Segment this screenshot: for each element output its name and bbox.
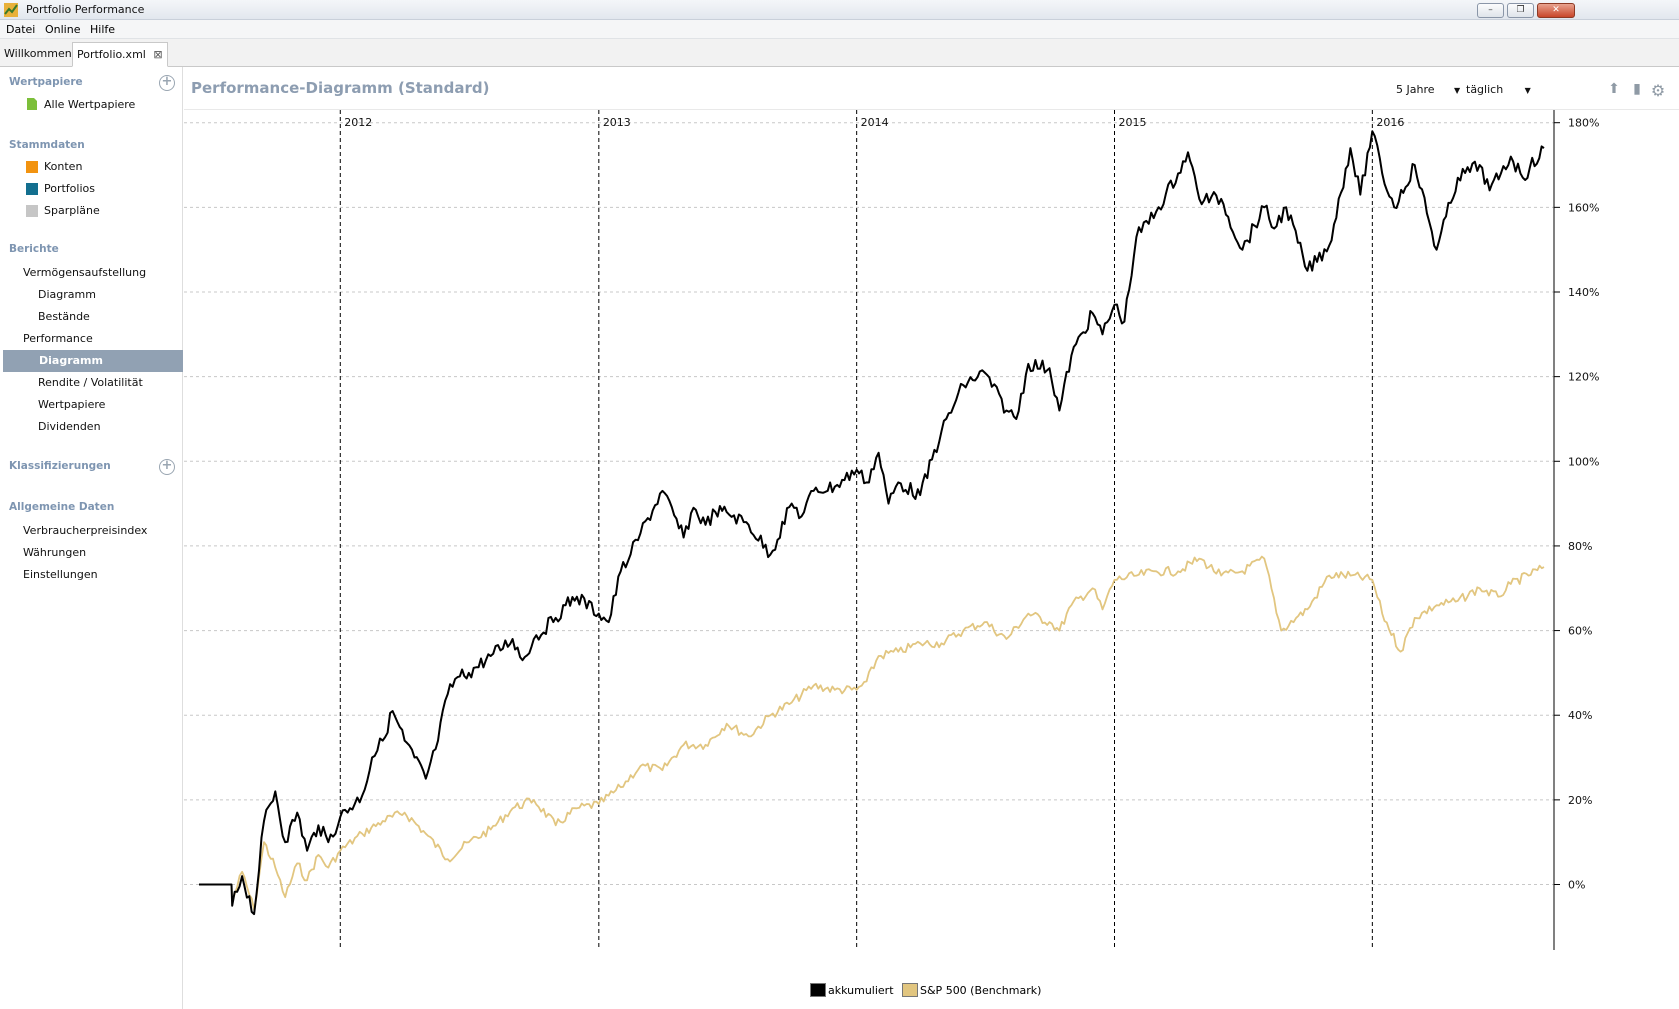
y-tick-label: 100% [1568, 455, 1599, 468]
sidebar-item-wertpapiere[interactable]: Wertpapiere [38, 398, 106, 411]
add-classification-icon[interactable]: + [159, 459, 175, 475]
app-logo-icon [4, 3, 18, 17]
add-security-icon[interactable]: + [159, 75, 175, 91]
editor-tab-bar: Willkommen Portfolio.xml ⊠ [0, 39, 1679, 67]
y-tick-label: 80% [1568, 540, 1592, 553]
window-title: Portfolio Performance [26, 3, 145, 16]
section-allgemeine-daten: Allgemeine Daten [9, 501, 115, 513]
legend-swatch-benchmark [902, 983, 918, 997]
chevron-down-icon: ▼ [1524, 86, 1531, 95]
portfolios-icon [26, 183, 38, 195]
page-title: Performance-Diagramm (Standard) [191, 79, 490, 97]
sidebar-item-vermoegensaufstellung[interactable]: Vermögensaufstellung [23, 266, 147, 279]
y-tick-label: 140% [1568, 286, 1599, 299]
section-stammdaten: Stammdaten [9, 139, 85, 151]
y-tick-label: 60% [1568, 625, 1592, 638]
y-tick-label: 20% [1568, 794, 1592, 807]
sidebar-item-waehrungen[interactable]: Währungen [23, 546, 87, 559]
document-icon [27, 98, 37, 110]
sparplaene-icon [26, 205, 38, 217]
period-dropdown[interactable]: 5 Jahre ▼ [1396, 83, 1460, 96]
legend-item-benchmark[interactable]: S&P 500 (Benchmark) [902, 983, 1041, 997]
interval-dropdown[interactable]: täglich ▼ [1466, 83, 1531, 96]
chevron-down-icon: ▼ [1454, 86, 1461, 95]
legend-label-benchmark: S&P 500 (Benchmark) [920, 984, 1042, 997]
y-tick-label: 180% [1568, 117, 1599, 130]
sidebar-item-konten[interactable]: Konten [44, 160, 83, 173]
sidebar-item-sparplaene[interactable]: Sparpläne [44, 204, 100, 217]
tab-willkommen-label: Willkommen [4, 47, 72, 60]
period-value: 5 Jahre [1396, 83, 1435, 96]
tab-portfolio-label: Portfolio.xml [77, 48, 146, 61]
sidebar-item-performance[interactable]: Performance [23, 332, 93, 345]
menu-hilfe[interactable]: Hilfe [90, 23, 116, 36]
x-tick-label: 2012 [344, 116, 372, 129]
minimize-button[interactable]: – [1477, 3, 1504, 18]
sidebar-item-portfolios[interactable]: Portfolios [44, 182, 95, 195]
gear-icon[interactable]: ⚙ [1650, 81, 1666, 100]
menu-bar: Datei Online Hilfe [0, 20, 1679, 39]
y-tick-label: 0% [1568, 879, 1585, 892]
sidebar-item-verbraucherpreisindex[interactable]: Verbraucherpreisindex [23, 524, 148, 537]
tab-close-icon[interactable]: ⊠ [153, 48, 163, 61]
performance-view: Performance-Diagramm (Standard) 5 Jahre … [184, 67, 1679, 1009]
tab-willkommen[interactable]: Willkommen [0, 42, 76, 67]
sidebar-item-einstellungen[interactable]: Einstellungen [23, 568, 98, 581]
menu-datei[interactable]: Datei [6, 23, 36, 36]
x-tick-label: 2013 [603, 116, 631, 129]
sidebar-item-diagramm-performance[interactable]: Diagramm [3, 350, 183, 372]
series-line-benchmark [199, 555, 1545, 911]
legend-swatch-akkumuliert [810, 983, 826, 997]
menu-online[interactable]: Online [45, 23, 81, 36]
section-wertpapiere: Wertpapiere [9, 76, 83, 88]
bookmark-icon[interactable]: ▮ [1633, 81, 1641, 97]
sidebar-item-diagramm-vermoegen[interactable]: Diagramm [38, 288, 96, 301]
window-titlebar: Portfolio Performance – ❐ ✕ [0, 0, 1679, 20]
legend-label-akkumuliert: akkumuliert [828, 984, 894, 997]
tab-portfolio-xml[interactable]: Portfolio.xml ⊠ [72, 42, 168, 67]
series-line-akkumuliert [199, 130, 1545, 916]
x-tick-label: 2016 [1376, 116, 1404, 129]
performance-chart: 180% 160% 140% 120% 100% 80% 60% 40% 20% 0% 2012 20… [184, 110, 1599, 950]
restore-button[interactable]: ❐ [1507, 3, 1534, 18]
legend-item-akkumuliert[interactable]: akkumuliert [810, 983, 894, 997]
y-tick-label: 160% [1568, 201, 1599, 214]
y-tick-label: 120% [1568, 371, 1599, 384]
close-window-button[interactable]: ✕ [1537, 3, 1575, 18]
navigation-sidebar: Wertpapiere + Alle Wertpapiere Stammdate… [0, 67, 183, 1009]
sidebar-item-bestaende[interactable]: Bestände [38, 310, 90, 323]
sidebar-item-dividenden[interactable]: Dividenden [38, 420, 101, 433]
sidebar-item-rendite-volatilitaet[interactable]: Rendite / Volatilität [38, 376, 143, 389]
interval-value: täglich [1466, 83, 1504, 96]
sidebar-item-alle-wertpapiere[interactable]: Alle Wertpapiere [44, 98, 136, 111]
toolbar-divider [184, 109, 1679, 110]
x-tick-label: 2014 [861, 116, 889, 129]
section-klassifizierungen: Klassifizierungen [9, 460, 111, 472]
export-icon[interactable]: ⬆ [1608, 81, 1620, 97]
konten-icon [26, 161, 38, 173]
section-berichte: Berichte [9, 243, 59, 255]
y-tick-label: 40% [1568, 709, 1592, 722]
x-tick-label: 2015 [1119, 116, 1147, 129]
